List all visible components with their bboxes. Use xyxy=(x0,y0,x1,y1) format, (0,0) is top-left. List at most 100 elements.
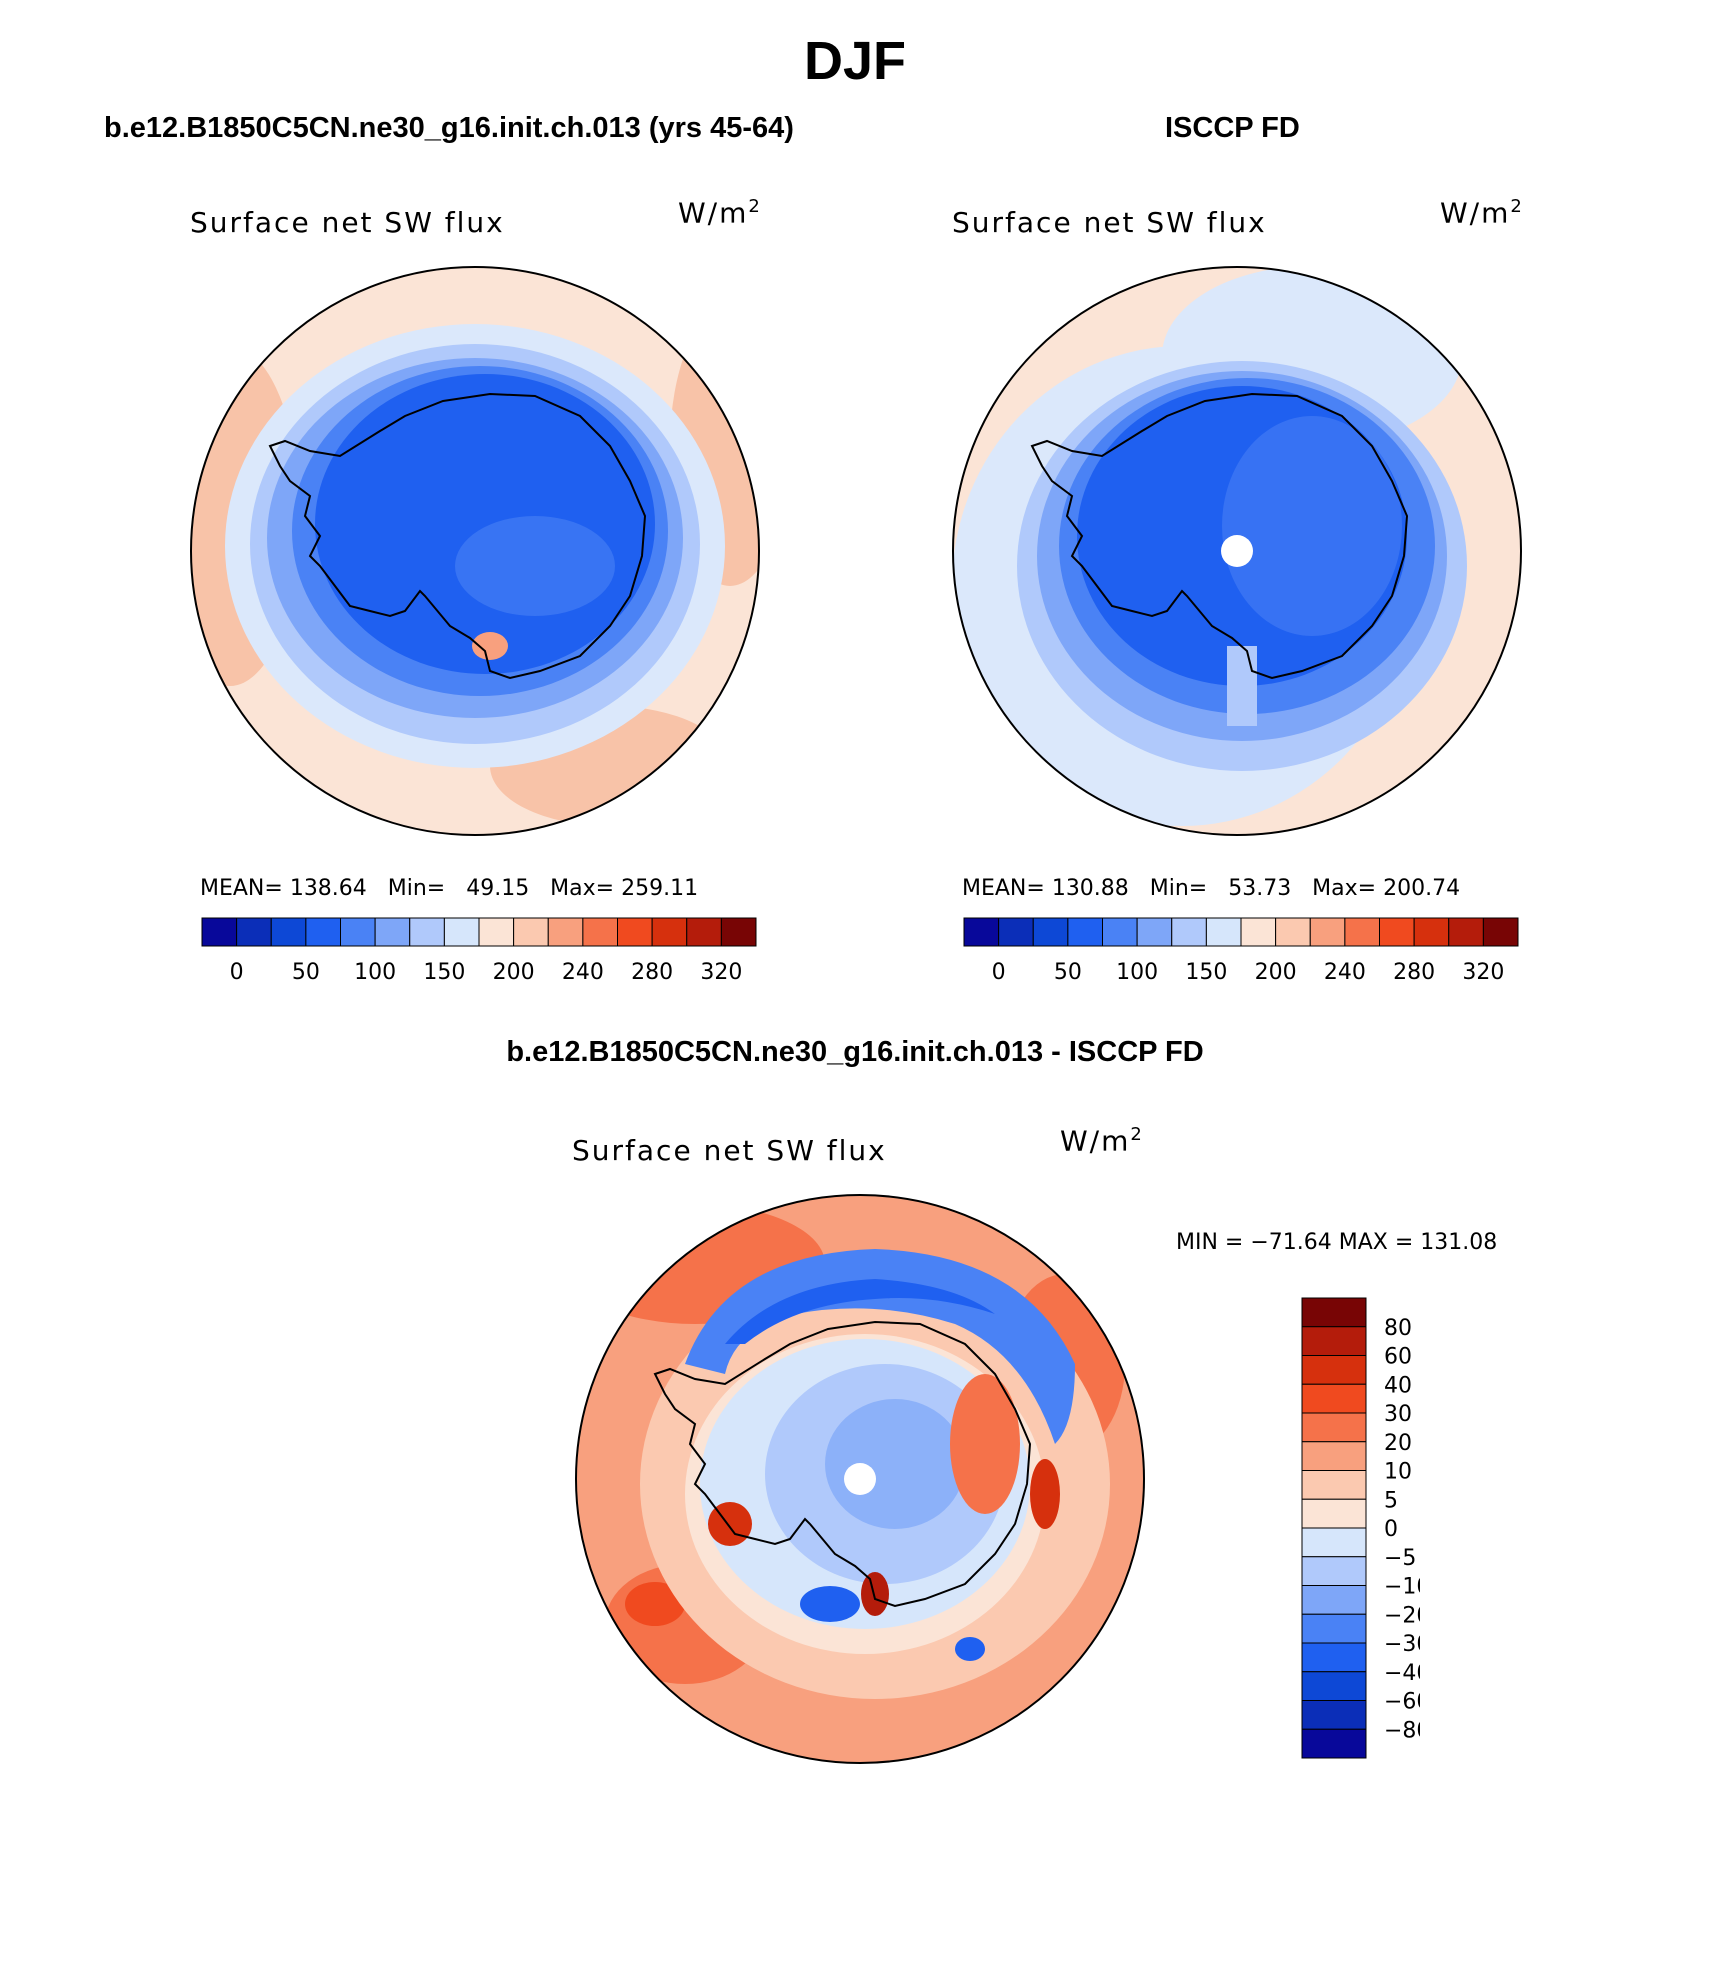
panel-1-stats: MEAN= 138.64 Min= 49.15 Max= 259.11 xyxy=(200,876,699,901)
colorbar-tick-label: 50 xyxy=(292,960,320,985)
contour-fill xyxy=(861,1572,889,1616)
contour-fill xyxy=(472,632,508,660)
colorbar-swatch xyxy=(1301,1355,1367,1385)
colorbar-swatch xyxy=(1032,917,1069,947)
map-border xyxy=(575,1194,1145,1764)
contour-fill xyxy=(625,1582,685,1626)
colorbar-tick-label: −10 xyxy=(1384,1575,1420,1600)
colorbar-swatch xyxy=(1301,1527,1367,1558)
colorbar-tick-label: 240 xyxy=(562,960,604,985)
colorbar-swatch xyxy=(513,917,549,947)
colorbar-swatch xyxy=(963,917,1000,947)
colorbar-tick-label: 280 xyxy=(631,960,673,985)
colorbar-swatch xyxy=(1301,1613,1367,1644)
map-border xyxy=(952,266,1522,836)
colorbar-tick-label: 40 xyxy=(1384,1373,1412,1398)
colorbar-swatch xyxy=(1136,917,1173,947)
panel-1-field-label: Surface net SW flux xyxy=(190,206,505,239)
panel-2-title: ISCCP FD xyxy=(1165,112,1300,144)
contour-fill xyxy=(708,1502,752,1546)
colorbar-tick-label: 0 xyxy=(992,960,1006,985)
colorbar-swatch xyxy=(1301,1412,1367,1443)
colorbar-swatch xyxy=(443,917,480,947)
colorbar-swatch xyxy=(201,917,238,947)
colorbar-tick-label: 200 xyxy=(1255,960,1297,985)
colorbar-swatch xyxy=(1301,1297,1367,1328)
colorbar-swatch xyxy=(1413,917,1450,947)
colorbar-tick-label: 5 xyxy=(1384,1488,1398,1513)
contour-fill xyxy=(1227,646,1257,726)
colorbar-tick-label: 50 xyxy=(1054,960,1082,985)
colorbar-swatch xyxy=(1379,917,1415,947)
colorbar-tick-label: 0 xyxy=(1384,1517,1398,1542)
panel-2-field-label: Surface net SW flux xyxy=(952,206,1267,239)
panel-2-polar-map xyxy=(952,266,1522,836)
colorbar-swatch xyxy=(1301,1642,1367,1673)
colorbar-swatch xyxy=(1344,917,1380,947)
contour-fill xyxy=(315,374,655,674)
colorbar-tick-label: 60 xyxy=(1384,1345,1412,1370)
colorbar-tick-label: 150 xyxy=(423,960,465,985)
colorbar-swatch xyxy=(236,917,272,947)
panel-1-units: W/m2 xyxy=(678,196,762,230)
colorbar-swatch xyxy=(547,917,584,947)
pole-hole xyxy=(844,1463,876,1495)
diff-panel-title: b.e12.B1850C5CN.ne30_g16.init.ch.013 - I… xyxy=(506,1036,1204,1068)
colorbar-swatch xyxy=(1301,1383,1367,1414)
colorbar-swatch xyxy=(582,917,618,947)
pole-hole xyxy=(1221,535,1253,567)
map-border xyxy=(190,266,760,836)
coastline xyxy=(268,392,647,680)
panel-1-colorbar: 0 50 100 150 200 240 280 320 xyxy=(201,917,757,985)
colorbar-swatch xyxy=(1301,1326,1367,1356)
colorbar-swatch xyxy=(374,917,411,947)
colorbar-tick-label: 80 xyxy=(1384,1316,1412,1341)
colorbar-swatch xyxy=(720,917,757,947)
colorbar-swatch xyxy=(305,917,341,947)
colorbar-tick-label: −5 xyxy=(1384,1546,1416,1571)
colorbar-swatch xyxy=(1301,1700,1367,1730)
coastline xyxy=(653,1320,1032,1608)
colorbar-swatch xyxy=(686,917,722,947)
colorbar-tick-label: −30 xyxy=(1384,1632,1420,1657)
colorbar-swatch xyxy=(1482,917,1519,947)
colorbar-swatch xyxy=(1301,1498,1367,1529)
colorbar-swatch xyxy=(1301,1728,1367,1759)
colorbar-swatch xyxy=(1275,917,1311,947)
colorbar-swatch xyxy=(1301,1441,1367,1471)
colorbar-swatch xyxy=(270,917,307,947)
colorbar-swatch xyxy=(1301,1585,1367,1615)
colorbar-swatch xyxy=(1301,1470,1367,1500)
colorbar-swatch xyxy=(1448,917,1484,947)
diff-field-label: Surface net SW flux xyxy=(572,1134,887,1167)
colorbar-tick-label: 100 xyxy=(354,960,396,985)
colorbar-swatch xyxy=(1102,917,1138,947)
contour-fill xyxy=(955,1637,985,1661)
colorbar-tick-label: 320 xyxy=(1462,960,1504,985)
contour-fill xyxy=(455,516,615,616)
contour-fill xyxy=(725,1279,995,1344)
colorbar-swatch xyxy=(617,917,653,947)
panel-1-polar-map xyxy=(190,266,760,836)
colorbar-swatch xyxy=(998,917,1034,947)
colorbar-tick-label: 30 xyxy=(1384,1402,1412,1427)
contour-fill xyxy=(1222,416,1402,636)
colorbar-swatch xyxy=(1309,917,1346,947)
colorbar-tick-label: −20 xyxy=(1384,1603,1420,1628)
colorbar-tick-label: 280 xyxy=(1393,960,1435,985)
colorbar-tick-label: 100 xyxy=(1116,960,1158,985)
colorbar-swatch xyxy=(1171,917,1207,947)
colorbar-tick-label: 150 xyxy=(1185,960,1227,985)
panel-2-stats: MEAN= 130.88 Min= 53.73 Max= 200.74 xyxy=(962,876,1461,901)
colorbar-tick-label: −60 xyxy=(1384,1690,1420,1715)
diff-polar-map xyxy=(575,1194,1145,1764)
colorbar-tick-label: 0 xyxy=(230,960,244,985)
contour-fill xyxy=(685,1249,1075,1444)
colorbar-tick-label: 10 xyxy=(1384,1460,1412,1485)
colorbar-tick-label: 20 xyxy=(1384,1431,1412,1456)
colorbar-swatch xyxy=(409,917,445,947)
diff-units: W/m2 xyxy=(1060,1124,1144,1158)
colorbar-swatch xyxy=(1301,1671,1367,1701)
contour-fill xyxy=(825,1399,965,1529)
colorbar-swatch xyxy=(1205,917,1242,947)
